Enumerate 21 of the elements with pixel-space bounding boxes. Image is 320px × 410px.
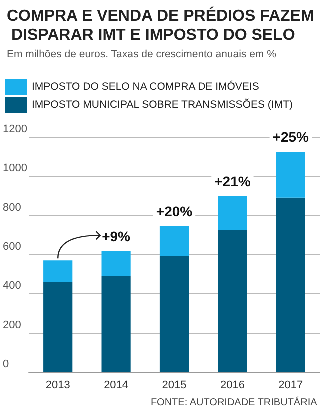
y-tick-label: 1000	[3, 162, 28, 175]
x-tick-label: 2015	[162, 380, 187, 392]
y-tick-label: 400	[3, 280, 22, 292]
y-tick-label: 800	[3, 202, 22, 214]
x-tick-label: 2014	[104, 380, 129, 392]
x-tick-label: 2016	[220, 380, 245, 392]
annotation: +20%	[156, 203, 194, 220]
source-note: FONTE: AUTORIDADE TRIBUTÁRIA	[150, 396, 318, 408]
y-tick-label: 200	[3, 319, 22, 332]
annotation: +9%	[102, 228, 132, 245]
y-tick-label: 600	[3, 241, 22, 253]
y-tick-label: 0	[3, 358, 10, 370]
annotation: +21%	[214, 174, 252, 190]
annotation: +25%	[272, 129, 310, 146]
legend-label: IMPOSTO DO SELO NA COMPRA DE IMÓVEIS	[32, 80, 260, 93]
x-tick-label: 2017	[278, 380, 304, 392]
x-tick-label: 2013	[46, 380, 70, 392]
y-tick-label: 1200	[3, 124, 28, 136]
chart-subtitle: Em milhões de euros. Taxas de crescimento anuais em %	[7, 48, 276, 60]
chart-title: COMPRA E VENDA DE PRÉDIOS FAZEM DISPARAR IMT E IMPOSTO DO SELO	[7, 6, 314, 44]
legend-label: IMPOSTO MUNICIPAL SOBRE TRANSMISSÕES (IMT)	[32, 98, 293, 111]
